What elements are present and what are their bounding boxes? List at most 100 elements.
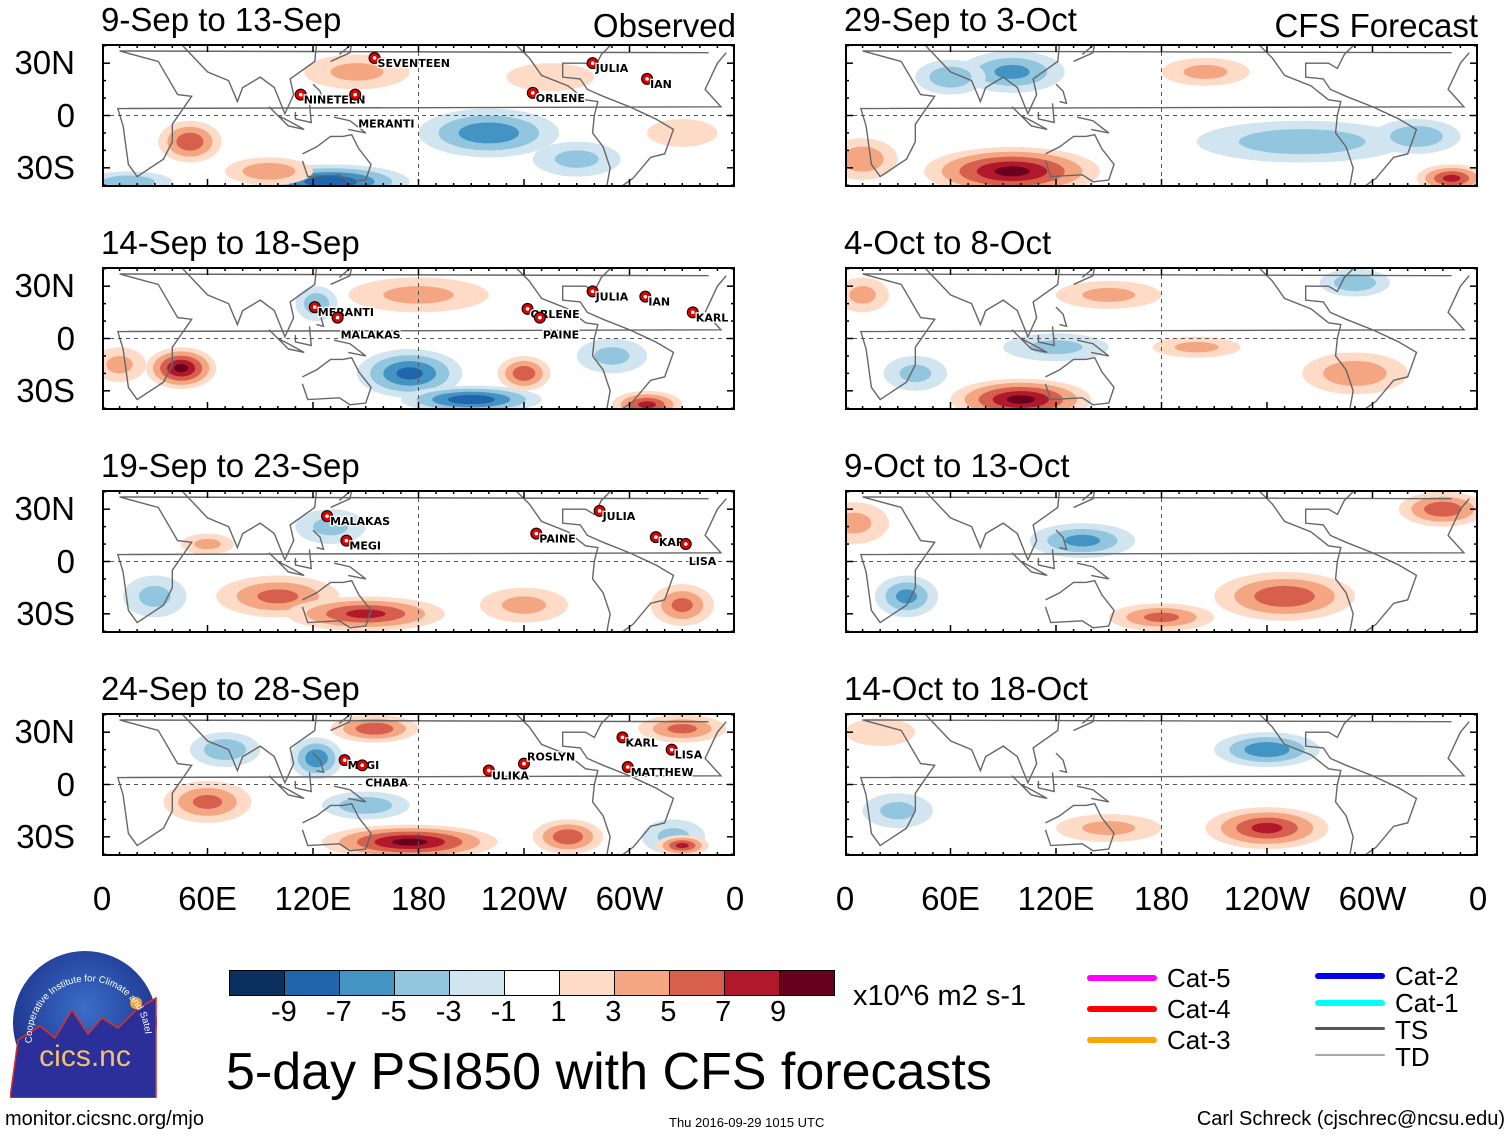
cics-logo: Cooperative Institute for Climate and Sa… (7, 940, 160, 1099)
website-link[interactable]: monitor.cicsnc.org/mjo (5, 1108, 204, 1130)
negative-anomaly-contour (304, 175, 357, 187)
longitude-label: 0 (835, 880, 855, 917)
coastline (1011, 106, 1048, 131)
negative-anomaly-contour (899, 364, 932, 383)
negative-anomaly-contour (305, 749, 328, 768)
longitude-label: 180 (390, 880, 447, 917)
positive-anomaly-contour (1251, 822, 1283, 834)
colorbar (229, 970, 835, 996)
panel-title: 9-Sep to 13-Sep (101, 1, 342, 38)
coastline (897, 44, 1061, 116)
legend-swatch-cat-2 (1315, 973, 1385, 979)
storm-marker[interactable]: KARL (686, 306, 730, 326)
storm-marker[interactable]: ROSLYN (518, 749, 576, 770)
coastline (1055, 306, 1068, 328)
positive-anomaly-contour (1174, 341, 1219, 353)
legend-label: TD (1395, 1042, 1430, 1072)
coastline (859, 273, 1470, 401)
positive-anomaly-contour (1006, 395, 1035, 404)
storm-marker[interactable]: CHABA (356, 759, 410, 791)
map-panel (845, 713, 1478, 856)
positive-anomaly-contour (502, 596, 546, 614)
storm-marker[interactable]: PAINE (530, 527, 577, 547)
panel-title: 14-Oct to 18-Oct (844, 670, 1088, 707)
timestamp: Thu 2016-09-29 1015 UTC (669, 1115, 825, 1130)
storm-name: IAN (650, 78, 672, 91)
storm-marker[interactable]: MEGI (340, 534, 382, 554)
storm-marker[interactable]: MALAKAS (321, 510, 391, 529)
storm-marker[interactable]: LISA (679, 538, 718, 569)
storm-marker[interactable]: MALAKAS (331, 311, 402, 343)
negative-anomaly-contour (313, 517, 349, 536)
positive-anomaly-contour (1082, 821, 1136, 836)
colorbar-swatch (560, 971, 615, 995)
colorbar-tick-label: -3 (435, 996, 462, 1028)
longitude-label: 120E (274, 880, 352, 917)
longitude-label: 180 (1133, 880, 1190, 917)
panel-title: 9-Oct to 13-Oct (844, 447, 1070, 484)
storm-name: JULIA (595, 62, 629, 75)
forecast-label: CFS Forecast (1274, 7, 1478, 44)
negative-anomaly-contour (554, 150, 599, 168)
map-panel: SEVENTEEN NINETEEN MERANTI ORLENE JULIA IAN (102, 44, 735, 187)
storm-marker[interactable]: MERANTI (349, 88, 416, 132)
longitude-label: 120W (480, 880, 568, 917)
legend-swatch-ts (1315, 1027, 1385, 1030)
storm-marker[interactable]: JULIA (586, 285, 630, 305)
storm-marker[interactable]: JULIA (593, 504, 637, 524)
coastline (859, 496, 1470, 624)
storm-marker[interactable]: ORLENE (526, 86, 586, 106)
coastline (116, 719, 727, 847)
legend-swatch-cat-5 (1087, 975, 1157, 981)
author-credit: Carl Schreck (cjschrec@ncsu.edu) (1196, 1108, 1505, 1130)
map-panel: MALAKAS MEGI PAINE JULIA KARL LISA (102, 490, 735, 633)
coastline (1055, 83, 1068, 105)
coastline (1257, 267, 1418, 410)
storm-marker[interactable]: ULIKA (482, 764, 531, 784)
coastline (1055, 752, 1068, 774)
psi850-anomaly-map (845, 267, 1478, 410)
storm-marker[interactable]: MERANTI (308, 301, 375, 320)
latitude-label: 30S (16, 817, 75, 855)
storm-marker[interactable]: PAINE (533, 311, 580, 343)
logo-text: cics.nc (39, 1040, 131, 1073)
negative-anomaly-contour (138, 585, 171, 607)
storm-marker[interactable]: JULIA (586, 57, 630, 76)
longitude-label: 60W (1338, 880, 1407, 917)
latitude-label: 30S (16, 371, 75, 409)
positive-anomaly-contour (1423, 501, 1462, 517)
coastline (1011, 552, 1048, 577)
storm-marker[interactable]: KARL (616, 731, 659, 751)
coastline (1076, 116, 1110, 134)
storm-marker[interactable]: SEVENTEEN (368, 51, 451, 71)
psi850-anomaly-map: MEGICHABAULIKAROSLYNKARLLISAMATTHEW (102, 713, 735, 856)
storm-marker[interactable]: MATTHEW (621, 761, 695, 780)
positive-anomaly-contour (512, 365, 536, 381)
negative-anomaly-contour (994, 64, 1030, 79)
psi850-anomaly-map (845, 490, 1478, 633)
positive-anomaly-contour (355, 722, 394, 735)
positive-anomaly-contour (194, 538, 221, 550)
coastline (514, 490, 675, 633)
storm-name: MERANTI (358, 118, 414, 131)
negative-anomaly-contour (102, 175, 155, 187)
storm-name: KARL (696, 311, 729, 324)
colorbar-swatch (670, 971, 725, 995)
psi850-anomaly-map (845, 713, 1478, 856)
positive-anomaly-contour (667, 724, 697, 734)
storm-marker[interactable]: IAN (639, 290, 671, 310)
panel-title: 29-Sep to 3-Oct (844, 1, 1077, 38)
longitude-label: 60W (595, 880, 664, 917)
latitude-label: 30N (14, 44, 75, 82)
panel-title: 24-Sep to 28-Sep (101, 670, 360, 707)
storm-name: JULIA (602, 510, 636, 523)
storm-marker[interactable]: LISA (665, 743, 704, 763)
storm-name: CHABA (365, 776, 408, 789)
coastline (1257, 44, 1418, 187)
positive-anomaly-contour (242, 162, 296, 180)
coastline (1073, 44, 1096, 63)
storm-marker[interactable]: IAN (641, 72, 673, 92)
coastline (333, 339, 367, 357)
positive-anomaly-contour (849, 286, 876, 304)
